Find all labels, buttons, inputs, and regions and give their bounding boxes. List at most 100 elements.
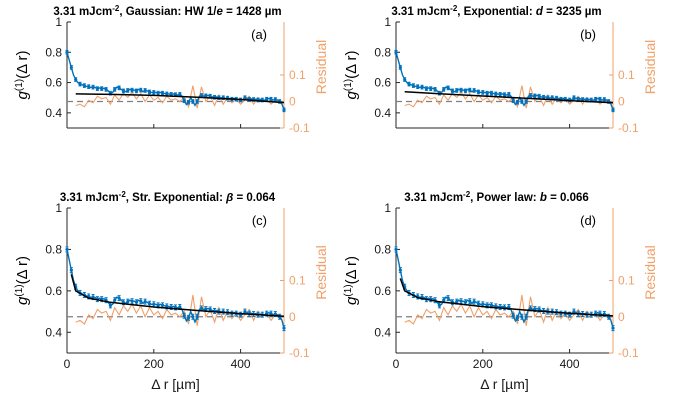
- data-point: [455, 300, 459, 304]
- data-point: [269, 97, 273, 101]
- data-point: [420, 85, 424, 89]
- x-axis-label: Δ r [µm]: [151, 376, 200, 392]
- y-tick-label: 0.4: [45, 106, 62, 120]
- residual-line: [404, 294, 614, 326]
- panel-a: 0.4 0.6 0.8 1 -0.1 0 0.1 3.31 mJcm-2, Gaussian:…: [14, 4, 330, 136]
- x-tick-label: 200: [144, 357, 164, 371]
- data-point: [282, 326, 286, 330]
- data-point: [394, 50, 398, 54]
- right-axis-label: Residual: [313, 245, 329, 299]
- data-point: [147, 302, 152, 306]
- data-point: [178, 92, 182, 96]
- y-tick-label: 0.6: [374, 76, 391, 90]
- data-point: [243, 309, 247, 314]
- title-superscript: -2: [119, 190, 127, 199]
- right-tick-label: 0: [289, 310, 296, 324]
- data-point: [598, 97, 602, 101]
- y-tick-label: 1: [55, 15, 62, 29]
- x-tick-label: 0: [64, 357, 71, 371]
- panel-d: 0.4 0.6 0.8 1 0 200 400 -0.1 0 0.1 3.31 mJcm-2, Po…: [343, 190, 659, 393]
- fit-curve: [70, 274, 285, 318]
- data-point: [442, 87, 446, 91]
- data-point: [121, 89, 126, 93]
- data-point: [126, 88, 130, 93]
- data-point: [195, 99, 199, 104]
- panel-label: (a): [251, 27, 267, 42]
- data-point: [273, 312, 277, 316]
- data-point: [433, 87, 437, 91]
- data-point: [273, 97, 277, 102]
- data-point: [537, 94, 541, 98]
- data-point: [130, 88, 134, 92]
- y-tick-label: 0.8: [45, 45, 62, 59]
- ylabel-arg: (Δ r): [343, 51, 360, 79]
- data-point: [463, 300, 468, 304]
- data-point: [528, 93, 533, 98]
- data-point: [186, 316, 191, 320]
- residual-line: [75, 294, 285, 326]
- data-point: [100, 87, 104, 91]
- y-axis-label: g(1)(Δ r): [343, 51, 361, 100]
- data-point: [507, 305, 511, 309]
- y-tick-label: 0.8: [374, 242, 391, 256]
- fit-curve: [399, 278, 614, 317]
- y-tick-label: 0.4: [45, 325, 62, 339]
- data-point: [459, 299, 463, 303]
- data-point: [113, 298, 117, 302]
- y-tick-label: 1: [384, 201, 391, 215]
- data-point: [104, 87, 108, 91]
- data-point: [160, 91, 165, 95]
- y-axis-label: g(1)(Δ r): [14, 51, 32, 100]
- title-text: , Power law:: [470, 192, 540, 204]
- data-point: [554, 96, 559, 100]
- ylabel-arg: (Δ r): [343, 256, 360, 284]
- data-point: [524, 99, 528, 104]
- data-point: [117, 86, 121, 90]
- data-point: [437, 303, 441, 307]
- data-point: [468, 299, 472, 303]
- data-point: [589, 98, 593, 102]
- data-point: [394, 247, 398, 252]
- data-point: [594, 97, 598, 101]
- y-tick-label: 1: [55, 201, 62, 215]
- right-axis-label: Residual: [642, 245, 658, 299]
- data-point: [147, 90, 152, 94]
- y-tick-label: 0.6: [45, 284, 62, 298]
- ylabel-superscript: (1): [14, 284, 25, 296]
- right-tick-label: -0.1: [289, 121, 310, 135]
- data-point: [489, 303, 494, 307]
- title-superscript: -2: [112, 4, 120, 13]
- data-point: [113, 87, 117, 91]
- title-text: 3.31 mJcm: [60, 192, 119, 204]
- data-point: [134, 89, 139, 93]
- y-tick-label: 0.6: [45, 76, 62, 90]
- title-text: , Gaussian: HW 1/: [119, 6, 217, 18]
- data-point: [156, 91, 160, 95]
- fit-curve: [75, 93, 285, 104]
- data-point: [533, 307, 537, 311]
- title-text: 3.31 mJcm: [391, 6, 450, 18]
- data-point: [515, 316, 520, 320]
- data-point: [481, 302, 485, 306]
- data-point: [95, 87, 99, 91]
- data-point: [472, 88, 476, 93]
- data-point: [541, 95, 546, 99]
- data-point: [139, 299, 143, 303]
- panel-title: 3.31 mJcm-2, Gaussian: HW 1/e = 1428 µm: [53, 4, 281, 19]
- fit-curve: [404, 90, 614, 104]
- data-point: [572, 309, 576, 314]
- data-point: [533, 94, 537, 98]
- panel-b: 0.4 0.6 0.8 1 -0.1 0 0.1 3.31 mJcm-2, Exponenti…: [343, 4, 659, 136]
- data-point: [108, 303, 112, 307]
- data-point: [446, 296, 450, 300]
- data-point: [134, 300, 139, 304]
- right-axis-label: Residual: [313, 40, 329, 94]
- x-tick-label: 400: [560, 357, 580, 371]
- data-point: [204, 307, 208, 311]
- x-tick-label: 0: [393, 357, 400, 371]
- data-point: [186, 100, 191, 104]
- ylabel-superscript: (1): [343, 79, 354, 91]
- data-point: [416, 85, 420, 89]
- data-point: [165, 92, 169, 96]
